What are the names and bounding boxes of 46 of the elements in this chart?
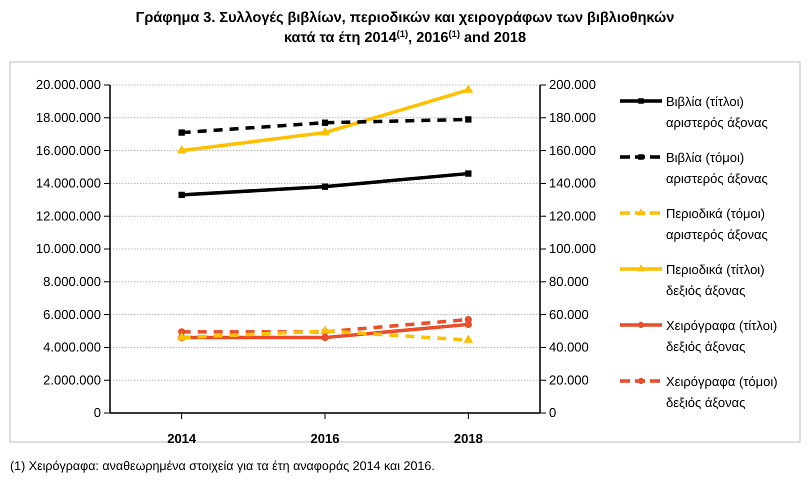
legend-label: Βιβλία (τόμοι) αριστερός άξονας [666, 150, 768, 186]
point [465, 116, 472, 123]
x-tick-label: 2018 [454, 430, 483, 446]
x-tick-label: 2014 [167, 430, 197, 446]
y2-tick-label: 200.000 [549, 77, 596, 92]
y-tick-label: 6.000.000 [43, 306, 101, 322]
point [322, 120, 328, 126]
point [320, 127, 330, 136]
y-tick-label: 20.000.000 [36, 77, 101, 92]
y2-tick-label: 100.000 [549, 241, 596, 256]
text: (1) Χειρόγραφα: αναθεωρημένα στοιχεία για τα έτη αναφοράς 2014 και 2016. [10, 459, 435, 473]
point [176, 145, 186, 154]
y-tick-label: 16.000.000 [36, 142, 101, 158]
legend-label: Χειρόγραφα (τίτλοι) δεξιός άξονας [666, 318, 778, 354]
y2-tick-label: 80.000 [549, 274, 589, 289]
y-tick-label: 10.000.000 [36, 241, 101, 256]
x-tick-label: 2016 [310, 430, 340, 446]
chart-title: Γράφημα 3. Συλλογές βιβλίων, περιοδικών και χειρογράφων των βιβλιοθηκών κατά τα έτη 2014$^{(1)}$, 2016$^{(1)}$ and 2018 [136, 10, 674, 46]
point [320, 325, 330, 334]
y2-tick-label: 40.000 [549, 340, 589, 355]
y-tick-label: 14.000.000 [36, 176, 101, 191]
y-tick-label: 0 [94, 405, 101, 420]
point [464, 84, 474, 93]
y-tick-label: 4.000.000 [43, 340, 101, 355]
point [178, 129, 185, 136]
point [322, 184, 328, 190]
y-tick-label: 8.000.000 [43, 274, 101, 289]
legend-label: Βιβλία (τίτλοι) αριστερός άξονας [666, 94, 768, 130]
y2-tick-label: 120.000 [549, 208, 596, 224]
y2-tick-label: 140.000 [549, 176, 596, 191]
y2-tick-label: 0 [549, 405, 556, 420]
y-tick-label: 18.000.000 [36, 110, 101, 125]
point [178, 192, 185, 198]
point [321, 334, 329, 342]
legend-label: Περιοδικά (τόμοι) αριστερός άξονας [666, 206, 768, 242]
point [464, 334, 474, 343]
y2-tick-label: 60.000 [549, 306, 589, 322]
y2-tick-label: 180.000 [549, 110, 596, 125]
y-tick-label: 2.000.000 [43, 372, 101, 388]
point [464, 320, 472, 328]
y2-tick-label: 160.000 [549, 142, 596, 158]
legend-label: Χειρόγραφα (τόμοι) δεξιός άξονας [666, 374, 778, 410]
y-tick-label: 12.000.000 [36, 208, 101, 224]
point [465, 170, 472, 177]
legend-label: Περιοδικά (τίτλοι) δεξιός άξονας [666, 262, 765, 298]
y2-tick-label: 20.000 [549, 372, 589, 388]
